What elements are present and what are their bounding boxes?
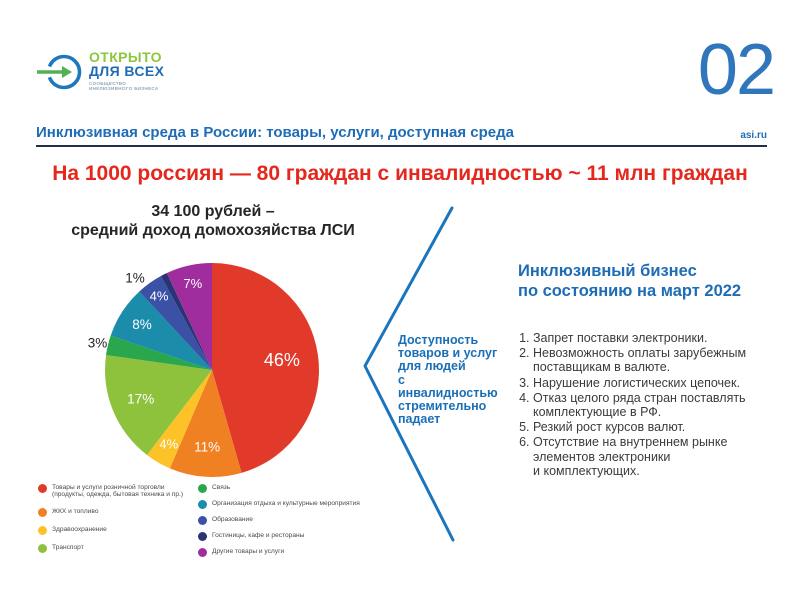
legend-label: Другие товары и услуги (212, 548, 285, 555)
legend-item: Организация отдыха и культурные мероприя… (198, 500, 383, 509)
legend-label: Организация отдыха и культурные мероприя… (212, 500, 360, 507)
pie-slice (166, 263, 212, 370)
legend-item: Другие товары и услуги (198, 548, 383, 557)
legend-label: Связь (212, 484, 231, 491)
legend-item: Связь (198, 484, 383, 493)
list-item: Резкий рост курсов валют. (533, 420, 771, 434)
legend-label: Здравоохранение (52, 525, 107, 533)
legend-dot-icon (198, 516, 207, 525)
logo-line2: ДЛЯ ВСЕХ (89, 63, 165, 79)
logo: ОТКРЫТО ДЛЯ ВСЕХ СООБЩЕСТВО ИНКЛЮЗИВНОГО… (36, 50, 164, 94)
legend-item: ЖКХ и топливо (38, 507, 193, 517)
pie-slice-label: 17% (127, 392, 154, 407)
chart-title: 34 100 рублей – средний доход домохозяйс… (71, 203, 355, 239)
legend-item: Здравоохранение (38, 525, 193, 535)
pie-slice-label: 46% (264, 350, 300, 370)
pie-slice-label: 8% (132, 317, 152, 332)
list-item: Отсутствие на внутреннем рынке элементов… (533, 435, 771, 478)
pie-slice-label: 4% (150, 289, 169, 304)
main-title: На 1000 россиян — 80 граждан с инвалидно… (52, 162, 748, 185)
pie-slice (106, 335, 212, 370)
list-item: Запрет поставки электроники. (533, 331, 771, 345)
legend-item: Образование (198, 516, 383, 525)
header-divider (36, 145, 767, 147)
legend-dot-icon (38, 507, 47, 517)
logo-line1: ОТКРЫТО (89, 49, 162, 65)
legend-dot-icon (198, 548, 207, 557)
pie-slice (105, 355, 212, 455)
legend-label: Гостиницы, кафе и рестораны (212, 532, 305, 539)
legend-dot-icon (38, 484, 47, 493)
legend-item: Товары и услуги розничной торговли (прод… (38, 484, 193, 499)
header-bar: Инклюзивная среда в России: товары, услу… (36, 124, 767, 141)
legend-item: Транспорт (38, 543, 193, 553)
pie-slice-label: 1% (125, 271, 145, 286)
legend-dot-icon (198, 532, 207, 541)
chevron-bracket-icon (355, 200, 465, 555)
callout-text: Доступность товаров и услуг для людей с … (398, 333, 498, 427)
legend-label: Транспорт (52, 543, 84, 551)
pie-slice (110, 291, 212, 370)
logo-subtitle: СООБЩЕСТВО ИНКЛЮЗИВНОГО БИЗНЕСА (89, 81, 159, 92)
legend-dot-icon (198, 500, 207, 509)
list-item: Нарушение логистических цепочек. (533, 376, 771, 390)
pie-slice-label: 7% (183, 276, 202, 291)
chart-legend-left: Товары и услуги розничной торговли (прод… (38, 484, 193, 553)
pie-slice (169, 370, 242, 477)
pie-slice (146, 370, 212, 469)
pie-slice (212, 263, 319, 473)
legend-item: Гостиницы, кафе и рестораны (198, 532, 383, 541)
pie-slice (160, 272, 212, 370)
section-title: Инклюзивная среда в России: товары, услу… (36, 124, 515, 141)
list-item: Невозможность оплаты зарубежным поставщи… (533, 346, 771, 374)
pie-slice-label: 3% (88, 335, 108, 350)
legend-label: ЖКХ и топливо (52, 507, 99, 515)
legend-dot-icon (38, 543, 47, 553)
chart-legend-right: Связь Организация отдыха и культурные мер… (198, 484, 383, 557)
panel-heading: Инклюзивный бизнес по состоянию на март … (518, 262, 742, 300)
page-number: 02 (697, 30, 776, 110)
site-link[interactable]: asi.ru (740, 130, 767, 141)
panel-list: Запрет поставки электроники.Невозможност… (513, 331, 771, 479)
list-item: Отказ целого ряда стран поставлять компл… (533, 391, 771, 419)
open-for-all-logo-icon (37, 54, 82, 90)
legend-label: Образование (212, 516, 253, 523)
legend-dot-icon (38, 525, 47, 535)
pie-chart: 46% 11% 4% 17% 3% 8% 4% 1% 7% (60, 255, 350, 495)
pie-slice-label: 4% (159, 436, 178, 451)
pie-slice-label: 11% (194, 439, 220, 454)
pie-slice (139, 275, 212, 370)
legend-label: Товары и услуги розничной торговли (прод… (52, 484, 184, 499)
legend-dot-icon (198, 484, 207, 493)
